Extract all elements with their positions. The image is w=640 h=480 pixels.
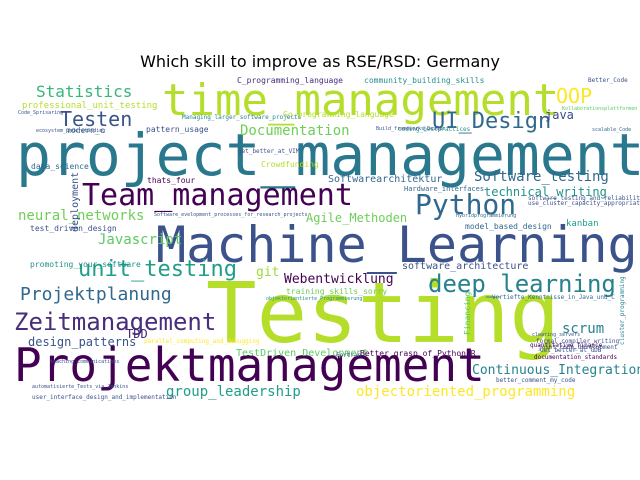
word-hybridprogrammierung: Hybridprogrammierung (456, 213, 516, 219)
word-continuous-integration: Continuous_Integration (472, 363, 640, 378)
word-javascript: Javascript (98, 232, 182, 248)
word-technical-writing: technical_writing (484, 185, 607, 199)
word-team-management: Team_management (82, 178, 353, 213)
word-kollaborationsplattformen: Kollaborationsplattformen (562, 106, 637, 112)
word-fortran: Fortran (336, 352, 362, 359)
word-java: java (545, 108, 574, 122)
word-python: Python (415, 188, 516, 221)
word-zeitmanagement: Zeitmanagement (14, 308, 216, 336)
word-cluster-programming: cluster_programming (619, 276, 626, 345)
word-modern-c: modern_c (66, 126, 105, 135)
word-unit-testing: unit_testing (78, 257, 237, 282)
word-build-frameworks-devops: Build_frameworks_DevOps (376, 126, 445, 132)
word-documentation: Documentation (240, 123, 350, 139)
word-formal-compiler-writing: formal_compiler_writing (536, 338, 619, 345)
word-git: git (256, 265, 279, 280)
word-kanban: kanban (566, 219, 599, 229)
word-training-skills-sorry: training_skills_sorry (286, 287, 387, 296)
word-better-code: Better_Code (588, 77, 628, 84)
word-pattern-usage: pattern_usage (146, 125, 209, 134)
chart-title: Which skill to improve as RSE/RSD: Germa… (140, 52, 500, 71)
word-objektorientierte-programmierung: objektorientierte_Programmierung (266, 296, 362, 302)
word-managing-larger-software-projects: Managing_larger_software_projects (182, 114, 302, 121)
word-neural-networks: neural_networks (18, 208, 144, 224)
word-get-better-at-vim: get_better_at_VIM (238, 148, 300, 155)
word-thats-four: thats_four (147, 176, 195, 185)
word-group-leadership: group_leadership (166, 384, 301, 400)
word-vertiefte-kenntnisse-in-java-und-c: Vertiefte_Kenntnisse_in_Java_und_C (492, 294, 615, 301)
word-use-cluster-capacity-appropriately: use_cluster_capacity_appropriately (528, 200, 640, 207)
word-crowdfunding: Crowdfunding (261, 160, 319, 169)
word-quantitative-finance: quantitative_finance (530, 342, 603, 349)
word-project-management: project_management (16, 121, 640, 189)
word-get-better-at-gdb: Get_better_at_GDB (540, 347, 602, 354)
word-machine-learning: Machine_Learning (156, 216, 638, 274)
word-ecosystem-understanding: ecosystem_understanding (36, 128, 105, 134)
word-time-management: time_management (162, 75, 559, 126)
word-software-evelopment-processes-for-research-projects: Software_evelopment_processes_for_resear… (154, 212, 308, 218)
word-software-testing: Software_testing (474, 169, 609, 185)
word-joint-code-development: joint_code_development (538, 344, 618, 351)
word-community-building-skills: community_building_skills (364, 76, 485, 85)
word-go-programming-language: Go_programming_language (283, 110, 394, 119)
word-documentation-standards: documentation_standards (534, 354, 617, 361)
word-clearing-servers: clearing_servers (532, 332, 580, 338)
word-agile-methoden: Agile_Methoden (306, 211, 407, 225)
word-automatisierte-tests-via-jenkins: automatisierte_Tests_via_Jenkins (32, 384, 128, 390)
word-better-comment-my-code: better_comment_my_code (496, 377, 576, 384)
word-statistics: Statistics (36, 82, 132, 101)
word-deep-learning: deep_learning (428, 270, 616, 298)
word-promoting-your-software: promoting_your_software (30, 260, 141, 269)
word-scrum: scrum (562, 321, 604, 337)
word-teaching-communications: teaching_communications (50, 359, 119, 365)
word-model-based-design: model_based_design (465, 222, 552, 231)
word-professional-unit-testing: professional_unit_testing (22, 101, 157, 111)
word-webentwicklung: Webentwicklung (284, 272, 394, 287)
word-testing: Testing (206, 264, 560, 362)
word-deployment: deployment (70, 172, 81, 232)
word-projektmanagement: Projektmanagement (14, 338, 485, 392)
word-software-architecture: software_architecture (402, 261, 528, 272)
word-testen: Testen (60, 107, 132, 131)
word-design-patterns: design_patterns (28, 335, 136, 349)
word-scalable-code: scalable_Code (592, 127, 631, 133)
word-c-programming-language: C_programming_language (237, 76, 343, 85)
word-data-science: data_science (31, 162, 89, 171)
word-softwarearchitektur: Softwarearchitektur (328, 174, 442, 185)
word-tdd: TDD (126, 327, 148, 341)
word-test-driven-design: test_driven_design (30, 224, 117, 233)
word-software-testing-and-reliability: software_testing_and_reliability (528, 195, 640, 202)
word-code-sprisaring: Code_Sprisaring (18, 110, 63, 116)
word-projektplanung: Projektplanung (20, 284, 172, 305)
word-coding-bestpractices: coding_bestpractices (398, 126, 471, 133)
word-parallel-computing-and-debugging: parallel_computing_and_debugging (144, 338, 260, 345)
word-oop: OOP (556, 84, 592, 108)
word-testdriven-development: TestDriven_Development (236, 348, 368, 359)
word-ui-design: UI_Design (432, 109, 551, 134)
word-hardware-interfaces: Hardware_interfaces (404, 185, 484, 193)
word-better-grasp-of-python-r: Better_grasp_of_Python_R (360, 349, 476, 358)
word-financing: Financing (463, 291, 472, 335)
word-user-interface-design-and-implementation: user_interface_design_and_implementation (32, 394, 177, 401)
word-objectoriented-programming: objectoriented_programming (356, 384, 575, 400)
